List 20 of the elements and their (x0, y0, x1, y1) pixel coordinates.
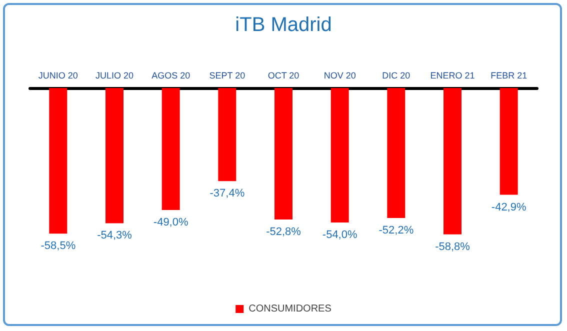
data-label: -54,0% (322, 228, 358, 241)
data-label: -58,5% (40, 240, 76, 252)
chart-title: iTB Madrid (235, 14, 332, 36)
x-tick-label: FEBR 21 (490, 70, 528, 80)
data-label: -52,8% (266, 226, 302, 238)
x-tick-label: JULIO 20 (95, 70, 134, 80)
data-label: -58,8% (435, 240, 470, 253)
x-tick-label: NOV 20 (324, 70, 356, 80)
x-tick-label: AGOS 20 (152, 70, 190, 80)
x-tick-label: JUNIO 20 (38, 70, 78, 80)
data-label: -37,4% (210, 188, 245, 200)
x-tick-label: ENERO 21 (430, 70, 475, 80)
data-label: -52,2% (378, 224, 414, 236)
legend-label: CONSUMIDORES (248, 304, 332, 314)
x-tick-label: OCT 20 (268, 70, 300, 80)
data-label: -49,0% (153, 216, 188, 228)
data-label: -42,9% (491, 201, 526, 214)
x-tick-label: DIC 20 (382, 70, 410, 80)
data-label: -54,3% (97, 230, 132, 242)
x-tick-label: SEPT 20 (209, 70, 246, 80)
